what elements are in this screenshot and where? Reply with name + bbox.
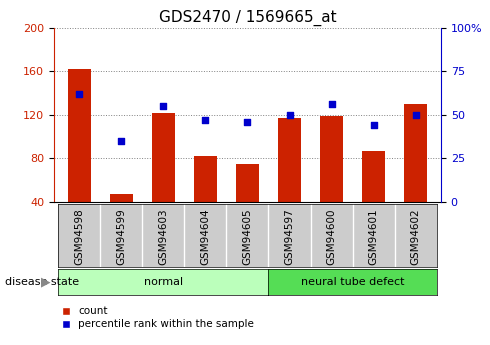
Text: GSM94604: GSM94604	[200, 209, 210, 265]
Point	[328, 101, 336, 107]
Bar	[278, 118, 301, 202]
Point	[75, 91, 83, 97]
Bar	[68, 69, 91, 202]
Title: GDS2470 / 1569665_at: GDS2470 / 1569665_at	[159, 10, 336, 26]
Legend: count, percentile rank within the sample: count, percentile rank within the sample	[62, 306, 254, 329]
Text: GSM94603: GSM94603	[158, 209, 168, 265]
Text: neural tube defect: neural tube defect	[301, 277, 404, 287]
Text: GSM94600: GSM94600	[327, 209, 337, 265]
Bar	[404, 104, 427, 202]
Bar	[236, 164, 259, 202]
Text: GSM94599: GSM94599	[116, 209, 126, 265]
Point	[412, 112, 419, 118]
Point	[117, 138, 125, 144]
Text: GSM94602: GSM94602	[411, 209, 421, 265]
Point	[286, 112, 294, 118]
Bar	[320, 116, 343, 202]
Bar	[362, 151, 385, 202]
Text: normal: normal	[144, 277, 183, 287]
Bar	[194, 156, 217, 202]
Point	[159, 103, 167, 109]
Point	[370, 122, 378, 128]
Point	[244, 119, 251, 125]
Point	[201, 117, 209, 123]
Text: disease state: disease state	[5, 277, 79, 287]
Text: ▶: ▶	[41, 276, 50, 288]
Text: GSM94598: GSM94598	[74, 209, 84, 265]
Bar	[110, 194, 133, 202]
Bar	[152, 112, 175, 202]
Text: GSM94601: GSM94601	[368, 209, 379, 265]
Text: GSM94605: GSM94605	[243, 209, 252, 265]
Text: GSM94597: GSM94597	[285, 209, 294, 265]
